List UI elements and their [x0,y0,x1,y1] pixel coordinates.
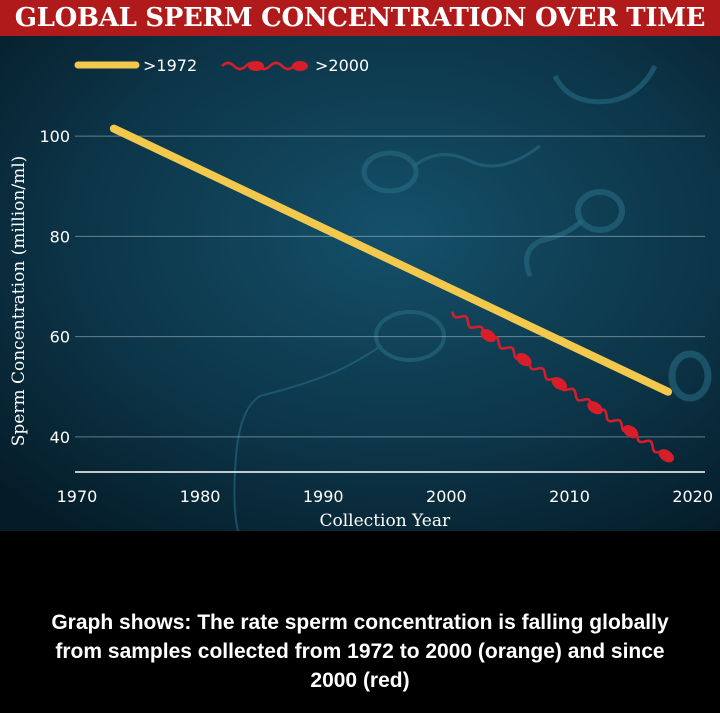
series-2000-marker [587,401,603,415]
x-tick-label: 1990 [303,487,344,506]
legend: >1972 >2000 [74,56,369,75]
x-tick-label: 1970 [57,487,98,506]
y-tick-label: 60 [50,328,70,347]
caption: Graph shows: The rate sperm concentratio… [51,611,669,692]
axes: 40 60 80 100 1970 1980 1990 2000 2010 2020 [39,127,713,506]
series-2000-marker [551,377,568,391]
chart: 40 60 80 100 1970 1980 1990 2000 2010 2020 >1972 … [0,36,720,531]
series-2000-marker [658,449,674,463]
series-layer [109,124,674,463]
chart-title: GLOBAL SPERM CONCENTRATION OVER TIME [0,0,720,36]
x-axis-title: Collection Year [320,511,451,531]
background-cells [233,64,712,531]
legend-label-2000: >2000 [315,56,369,75]
x-tick-label: 2010 [549,487,590,506]
grid [75,135,705,438]
x-tick-label: 2020 [672,487,713,506]
series-2000-marker [480,329,496,343]
y-axis-title: Sperm Concentration (million/ml) [9,156,29,447]
x-tick-label: 2000 [426,487,467,506]
series-1972-line [109,124,673,396]
legend-swatch-2000 [221,61,308,71]
series-2000-marker [623,425,639,439]
legend-label-1972: >1972 [143,56,197,75]
chart-background [0,36,720,531]
x-tick-label: 1980 [180,487,221,506]
series-2000-marker [516,353,532,367]
y-tick-label: 40 [50,428,70,447]
y-tick-label: 100 [39,127,70,146]
y-tick-label: 80 [50,227,70,246]
